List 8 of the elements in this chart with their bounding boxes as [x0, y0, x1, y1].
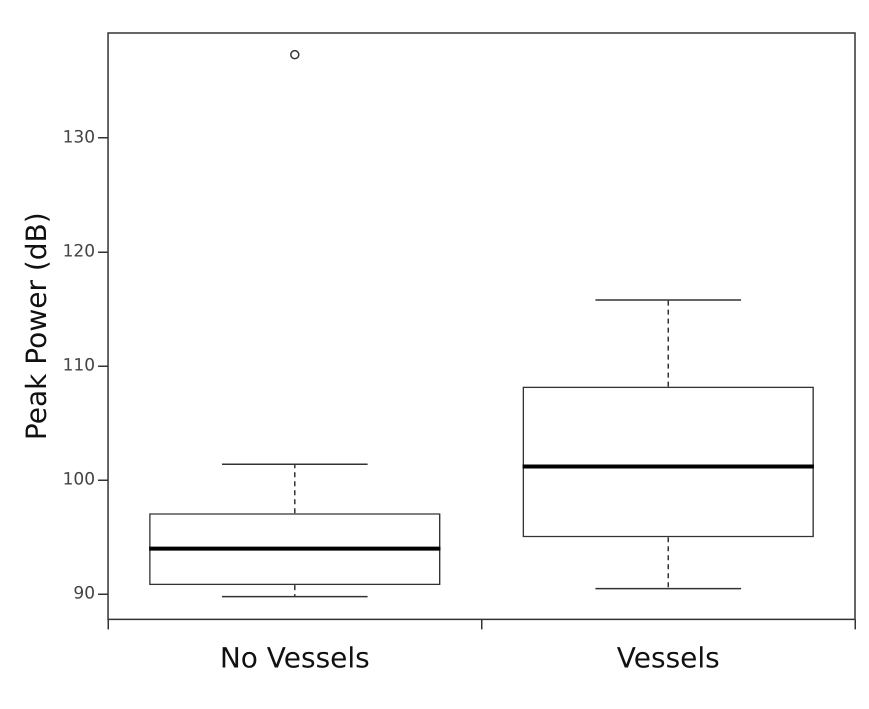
- x-tick-label: Vessels: [616, 641, 720, 674]
- y-tick-label: 130: [62, 127, 96, 148]
- y-tick-label: 90: [73, 584, 96, 604]
- y-axis-title: Peak Power (dB): [20, 212, 54, 440]
- y-tick-label: 120: [62, 241, 96, 262]
- x-tick-label: No Vessels: [220, 641, 370, 674]
- y-tick-label: 100: [62, 470, 96, 490]
- y-tick-label: 110: [62, 356, 96, 376]
